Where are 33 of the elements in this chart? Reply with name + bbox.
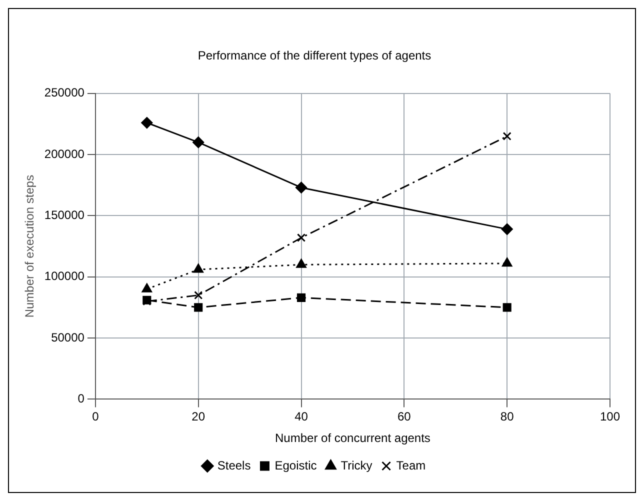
point xyxy=(193,264,204,273)
x-tick-label: 80 xyxy=(500,410,514,424)
point xyxy=(502,258,512,267)
legend-label: Team xyxy=(396,458,426,472)
x-tick-label: 0 xyxy=(92,410,100,424)
legend-label: Steels xyxy=(217,458,251,472)
chart-title: Performance of the different types of agents xyxy=(198,48,432,63)
point xyxy=(141,117,153,129)
point xyxy=(192,136,204,148)
x-tick-label: 60 xyxy=(397,410,412,424)
y-tick-label: 200000 xyxy=(44,146,85,161)
point xyxy=(194,290,203,300)
point xyxy=(296,258,306,268)
point xyxy=(194,303,203,312)
point xyxy=(296,233,306,242)
point xyxy=(502,303,512,312)
point xyxy=(296,293,306,302)
point xyxy=(296,182,308,194)
y-tick-label: 250000 xyxy=(44,86,85,100)
y-tick-label: 100000 xyxy=(44,269,85,284)
y-tick-label: 0 xyxy=(78,392,85,406)
y-axis-title: Number of execution steps xyxy=(22,174,37,318)
x-tick-label: 20 xyxy=(192,410,206,424)
x-axis-title: Number of concurrent agents xyxy=(275,431,430,446)
y-tick-label: 150000 xyxy=(44,208,85,222)
point xyxy=(501,223,513,235)
legend-label: Tricky xyxy=(340,458,372,472)
x-tick-label: 100 xyxy=(600,410,620,424)
y-tick-label: 50000 xyxy=(51,330,85,344)
legend-label: Egoistic xyxy=(274,458,317,472)
point xyxy=(502,132,512,140)
point xyxy=(142,283,152,292)
x-tick-label: 40 xyxy=(294,410,308,424)
